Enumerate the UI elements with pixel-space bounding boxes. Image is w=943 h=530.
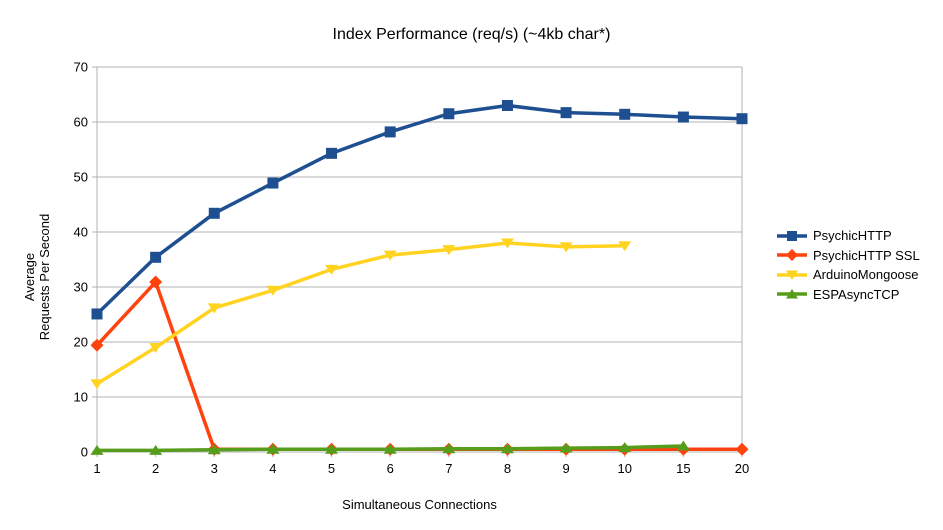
legend-item-PsychicHTTP SSL: PsychicHTTP SSL — [777, 246, 920, 266]
y-tick-label-10: 10 — [74, 390, 88, 405]
marker-PsychicHTTP-x20 — [736, 113, 748, 125]
triangle-down-icon — [786, 270, 798, 280]
square-icon — [787, 230, 797, 241]
marker-PsychicHTTP-x15 — [677, 111, 689, 123]
marker-ArduinoMongoose-x5 — [325, 264, 339, 275]
y-tick-label-30: 30 — [74, 280, 88, 295]
x-tick-label-2: 2 — [152, 461, 159, 476]
marker-ESPAsyncTCP-x6 — [383, 443, 397, 454]
marker-ESPAsyncTCP-x8 — [500, 443, 514, 454]
legend: PsychicHTTP PsychicHTTP SSL ArduinoMongoos… — [777, 226, 920, 304]
y-tick-label-60: 60 — [74, 115, 88, 130]
legend-item-PsychicHTTP: PsychicHTTP — [777, 226, 920, 246]
x-tick-label-3: 3 — [211, 461, 218, 476]
marker-ArduinoMongoose-x3 — [207, 303, 221, 314]
marker-ArduinoMongoose-x2 — [149, 343, 163, 353]
y-tick-label-20: 20 — [74, 335, 88, 350]
marker-PsychicHTTP-x6 — [384, 126, 396, 138]
marker-PsychicHTTP-x10 — [619, 108, 631, 120]
x-tick-label-6: 6 — [387, 461, 394, 476]
marker-PsychicHTTP-x5 — [326, 147, 338, 159]
series-line-PsychicHTTP — [95, 103, 744, 316]
y-tick-label-70: 70 — [74, 60, 88, 75]
legend-item-ESPAsyncTCP: ESPAsyncTCP — [777, 285, 920, 305]
x-tick-label-4: 4 — [269, 461, 276, 476]
marker-ESPAsyncTCP-x2 — [149, 444, 163, 455]
legend-marker-triangle-down-icon — [777, 270, 807, 280]
marker-ESPAsyncTCP-x9 — [559, 442, 573, 453]
series-line-PsychicHTTP SSL — [95, 280, 744, 451]
marker-PsychicHTTP SSL-x1 — [90, 338, 104, 352]
series-line-ArduinoMongoose — [95, 241, 627, 386]
x-axis-title: Simultaneous Connections — [342, 497, 497, 512]
marker-PsychicHTTP-x4 — [267, 177, 279, 189]
triangle-up-icon — [786, 289, 798, 299]
y-tick-label-0: 0 — [81, 445, 88, 460]
x-tick-label-9: 9 — [562, 461, 569, 476]
chart-title: Index Performance (req/s) (~4kb char*) — [332, 26, 611, 43]
marker-PsychicHTTP-x1 — [91, 308, 103, 320]
diamond-icon — [786, 249, 798, 262]
marker-PsychicHTTP SSL-x2 — [149, 275, 163, 289]
x-tick-label-10: 10 — [617, 461, 631, 476]
marker-ArduinoMongoose-x10 — [618, 241, 632, 252]
legend-marker-square-icon — [777, 230, 807, 241]
marker-ESPAsyncTCP-x4 — [266, 443, 280, 454]
marker-PsychicHTTP SSL-x20 — [735, 442, 749, 456]
x-tick-label-8: 8 — [504, 461, 511, 476]
marker-ESPAsyncTCP-x5 — [325, 443, 339, 454]
legend-label: PsychicHTTP SSL — [813, 247, 920, 263]
x-tick-label-20: 20 — [735, 461, 749, 476]
legend-label: ESPAsyncTCP — [813, 286, 900, 302]
x-tick-label-15: 15 — [676, 461, 690, 476]
marker-ESPAsyncTCP-x3 — [207, 444, 221, 455]
marker-ESPAsyncTCP-x1 — [90, 444, 104, 455]
y-tick-label-40: 40 — [74, 225, 88, 240]
marker-PsychicHTTP-x9 — [560, 107, 572, 119]
marker-ESPAsyncTCP-x7 — [442, 443, 456, 454]
x-tick-label-5: 5 — [328, 461, 335, 476]
marker-ArduinoMongoose-x6 — [383, 250, 397, 261]
marker-ArduinoMongoose-x9 — [559, 242, 573, 253]
marker-ArduinoMongoose-x1 — [90, 379, 104, 390]
legend-item-ArduinoMongoose: ArduinoMongoose — [777, 265, 920, 285]
x-tick-label-7: 7 — [445, 461, 452, 476]
legend-marker-diamond-icon — [777, 249, 807, 262]
marker-ArduinoMongoose-x8 — [500, 238, 514, 249]
marker-PsychicHTTP-x2 — [150, 251, 162, 263]
marker-ArduinoMongoose-x7 — [442, 245, 456, 256]
legend-marker-triangle-up-icon — [777, 289, 807, 299]
marker-PsychicHTTP-x7 — [443, 108, 455, 120]
x-tick-label-1: 1 — [93, 461, 100, 476]
marker-PsychicHTTP-x3 — [208, 207, 220, 219]
legend-label: PsychicHTTP — [813, 228, 892, 244]
marker-PsychicHTTP-x8 — [501, 100, 513, 111]
y-tick-label-50: 50 — [74, 170, 88, 185]
marker-ArduinoMongoose-x4 — [266, 285, 280, 296]
legend-label: ArduinoMongoose — [813, 267, 919, 283]
marker-ESPAsyncTCP-x15 — [676, 440, 690, 451]
marker-ESPAsyncTCP-x10 — [618, 442, 632, 453]
